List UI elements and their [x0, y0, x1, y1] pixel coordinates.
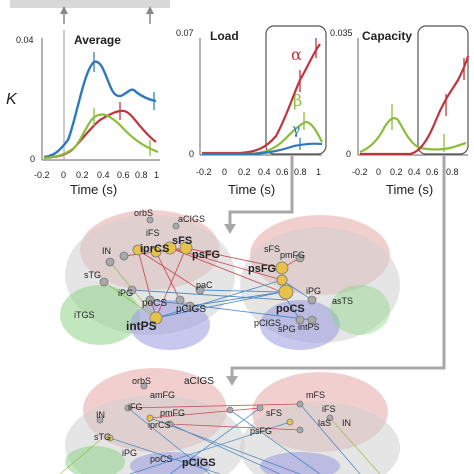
capacity-xtick: 0.8 [446, 167, 459, 177]
b1-label-sFS: sFS [172, 235, 192, 247]
load-alpha-label: α [291, 45, 302, 64]
b1-label-orbS: orbS [134, 208, 153, 218]
average-alpha-line [43, 109, 157, 160]
average-xtick: 0.2 [76, 170, 89, 180]
capacity-beta-line [359, 117, 467, 154]
b1-label-r-poCS: poCS [276, 303, 305, 315]
b1-label-r-pmFG: pmFG [280, 250, 305, 260]
b2-label-iprCS: iprCS [148, 420, 171, 430]
load-beta-line [202, 120, 323, 156]
brain-network-2: orbS aCIGS amFG IN iFG pmFG iprCS sTG iP… [59, 368, 400, 474]
load-xtick: -0.2 [196, 167, 212, 177]
load-xtick: 0.6 [276, 167, 289, 177]
average-ylabel: K [6, 91, 18, 108]
brain-network-1: orbS aCIGS iFS iprCS sFS psFG IN sTG iPG… [60, 208, 400, 350]
load-ytick-top: 0.07 [176, 28, 194, 38]
load-title: Load [210, 29, 239, 43]
b1-label-paC: paC [196, 280, 213, 290]
average-ytick-bottom: 0 [30, 154, 35, 164]
panel-load: Load 0.07 0 α β γ -0.2 0 0.2 0.4 0.6 0.8… [176, 25, 327, 197]
b1-label-iPG: iPG [118, 288, 133, 298]
b2-label-poCS: poCS [150, 454, 173, 464]
capacity-ytick-bottom: 0 [346, 149, 351, 159]
b1-label-r-sPG: sPG [278, 324, 296, 334]
panel-average: Average K 0.04 0 -0.2 0 0.2 0.4 0.6 0.8 … [6, 30, 160, 197]
b2-label-r-mFS: mFS [306, 390, 325, 400]
b2-label-aCIGS: aCIGS [184, 376, 214, 387]
arrow-head-2 [226, 376, 238, 386]
b1-label-r-psFG: psFG [248, 263, 276, 275]
average-beta-line [43, 113, 159, 160]
capacity-ytick-top: 0.035 [330, 28, 353, 38]
panel-capacity: Capacity 0.035 0 -0.2 0 0.2 0.4 0.6 0.8 … [330, 25, 470, 197]
b2-label-r-IN: IN [342, 418, 351, 428]
average-xlabel: Time (s) [70, 182, 117, 197]
load-highlight-box [265, 25, 327, 155]
b1-label-r-iPG: iPG [306, 286, 321, 296]
b1-label-IN: IN [102, 246, 111, 256]
b2-label-pmFG: pmFG [160, 408, 185, 418]
average-gamma-line [43, 60, 157, 159]
b1-label-psFG: psFG [192, 249, 220, 261]
load-xtick: 0.8 [294, 167, 307, 177]
b1-label-r-sFS: sFS [264, 244, 280, 254]
b1-label-r-asTS: asTS [332, 296, 353, 306]
average-xtick: 1 [154, 170, 159, 180]
load-alpha-line [202, 43, 321, 155]
load-gamma-label: γ [292, 122, 300, 138]
capacity-xlabel: Time (s) [386, 182, 433, 197]
load-gamma-line [202, 142, 323, 156]
b2-label-orbS: orbS [132, 376, 151, 386]
b2-label-r-psFG: psFG [250, 426, 272, 436]
arrow-head-1 [224, 224, 236, 234]
b1-label-intPS: intPS [126, 319, 157, 333]
average-xtick: -0.2 [34, 170, 50, 180]
b1-label-r-intPS: intPS [298, 322, 320, 332]
capacity-xtick: 0 [376, 167, 381, 177]
capacity-xtick: -0.2 [352, 167, 368, 177]
b2-label-r-laS: laS [318, 418, 331, 428]
b1-label-iFS: iFS [146, 228, 160, 238]
load-xlabel: Time (s) [228, 182, 275, 197]
capacity-xtick: 0.6 [426, 167, 439, 177]
b1-label-aCIGS: aCIGS [178, 214, 205, 224]
load-xtick: 0.4 [258, 167, 271, 177]
capacity-xtick: 0.2 [390, 167, 403, 177]
b1-label-sTG: sTG [84, 270, 101, 280]
capacity-highlight-box [417, 25, 469, 155]
b2-label-IN: IN [96, 410, 105, 420]
average-ytick-top: 0.04 [16, 35, 34, 45]
b1-label-poCS: poCS [142, 298, 167, 309]
capacity-title: Capacity [362, 29, 412, 43]
b2-label-sTG: sTG [94, 432, 111, 442]
load-xtick: 1 [316, 167, 321, 177]
b2-label-iFG: iFG [128, 402, 143, 412]
b2-label-r-iFS: iFS [322, 404, 336, 414]
average-xtick: 0 [61, 170, 66, 180]
b1-label-pCIGS: pCIGS [176, 304, 206, 315]
capacity-xtick: 0.4 [408, 167, 421, 177]
b2-label-pCIGS: pCIGS [182, 457, 216, 469]
b2-label-iPG: iPG [122, 448, 137, 458]
b1-label-iprCS: iprCS [140, 243, 169, 255]
b2-label-amFG: amFG [150, 390, 175, 400]
load-beta-label: β [293, 91, 302, 110]
connector-arrows [228, 156, 446, 378]
load-ytick-bottom: 0 [189, 149, 194, 159]
b2-label-r-sFS: sFS [266, 408, 282, 418]
b1-label-iTGS: iTGS [74, 310, 95, 320]
top-band [10, 0, 170, 24]
average-xtick: 0.4 [97, 170, 110, 180]
average-title: Average [74, 33, 121, 47]
average-xtick: 0.8 [135, 170, 148, 180]
load-xtick: 0.2 [238, 167, 251, 177]
load-xtick: 0 [222, 167, 227, 177]
b1-label-r-pCIGS: pCIGS [254, 318, 281, 328]
average-xtick: 0.6 [117, 170, 130, 180]
